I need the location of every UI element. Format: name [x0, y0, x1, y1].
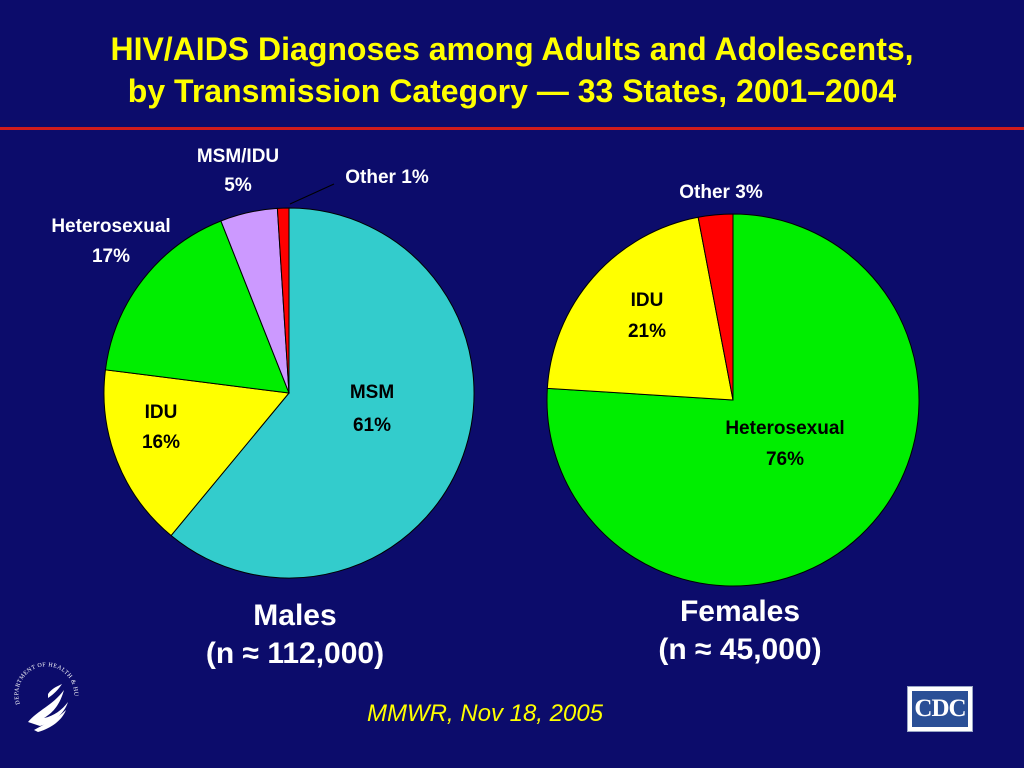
females-label-heterosexual: Heterosexual: [725, 418, 844, 439]
males-label-msm: MSM: [350, 382, 394, 403]
males-pie-chart: [103, 207, 475, 579]
males-caption-count: (n ≈ 112,000): [205, 637, 385, 670]
males-slice-other: [276, 207, 290, 394]
males-slice-heterosexual: [104, 220, 290, 394]
males-percent-msm: 61%: [353, 415, 391, 436]
males-caption-title: Males: [253, 599, 337, 632]
males-label-other-percent: 1%: [401, 167, 429, 188]
females-label-other-percent: 3%: [735, 182, 763, 203]
source-citation: MMWR, Nov 18, 2005: [366, 700, 604, 727]
title-line-2: by Transmission Category — 33 States, 20…: [127, 73, 897, 109]
svg-text:DEPARTMENT OF HEALTH & HUMAN S: DEPARTMENT OF HEALTH & HUMAN SERVICES · …: [8, 660, 78, 705]
females-slice-idu: [546, 216, 734, 401]
females-label-other-name: Other: [679, 182, 730, 203]
females-percent-heterosexual: 76%: [766, 449, 804, 470]
males-label-other: Other 1%: [345, 167, 429, 188]
males-percent-msm-idu: 5%: [224, 175, 252, 196]
males-percent-idu: 16%: [142, 432, 180, 453]
females-slice-other: [697, 213, 734, 401]
females-caption-title: Females: [679, 595, 801, 628]
males-label-idu: IDU: [145, 402, 178, 423]
cdc-logo: CDC: [907, 686, 973, 732]
males-other-leader-line: [289, 183, 335, 205]
hhs-seal-icon: DEPARTMENT OF HEALTH & HUMAN SERVICES · …: [8, 660, 78, 732]
males-slice-msm: [170, 207, 475, 579]
females-pie-chart: [546, 213, 920, 587]
males-percent-heterosexual: 17%: [92, 246, 130, 267]
females-caption: Females (n ≈ 45,000): [590, 593, 890, 669]
males-label-other-name: Other: [345, 167, 396, 188]
title-divider: [0, 127, 1024, 130]
males-slice-idu: [103, 369, 290, 537]
males-caption: Males (n ≈ 112,000): [150, 597, 440, 673]
males-label-msm-idu: MSM/IDU: [197, 146, 279, 167]
females-label-idu: IDU: [631, 290, 664, 311]
title-line-1: HIV/AIDS Diagnoses among Adults and Adol…: [110, 31, 914, 67]
slide-title: HIV/AIDS Diagnoses among Adults and Adol…: [0, 28, 1024, 112]
males-label-heterosexual: Heterosexual: [51, 216, 170, 237]
females-label-other: Other 3%: [679, 182, 763, 203]
females-percent-idu: 21%: [628, 321, 666, 342]
cdc-logo-text: CDC: [912, 691, 968, 727]
females-caption-count: (n ≈ 45,000): [658, 633, 822, 666]
